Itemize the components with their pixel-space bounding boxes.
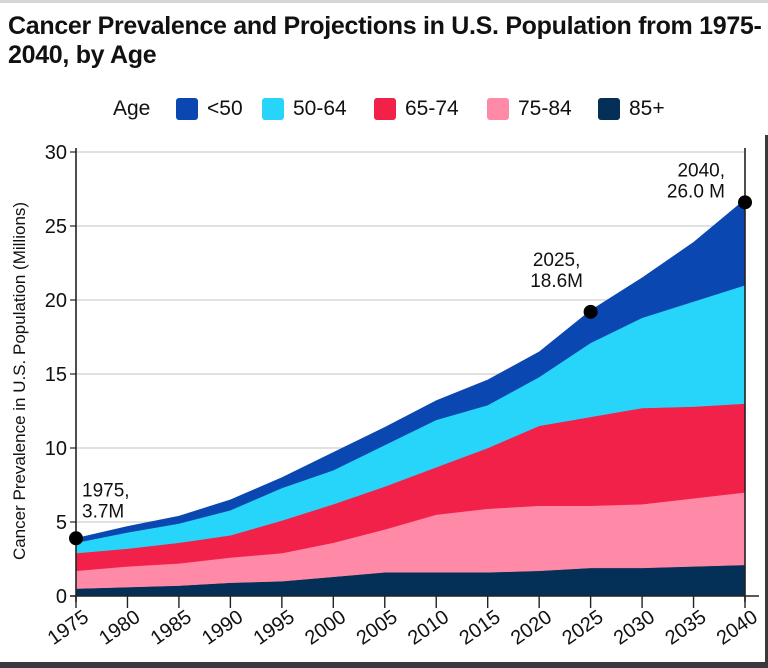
x-tick-label: 2040 bbox=[713, 606, 762, 650]
x-tick-label: 2010 bbox=[404, 606, 453, 650]
legend-swatch bbox=[262, 98, 284, 120]
x-tick-label: 1990 bbox=[198, 606, 247, 650]
x-tick-label: 2025 bbox=[558, 606, 607, 650]
legend-swatch bbox=[374, 98, 396, 120]
axes bbox=[70, 148, 759, 602]
legend-label: 75-84 bbox=[518, 97, 572, 120]
annotation-label: 2040, bbox=[677, 160, 725, 181]
y-tick-label: 10 bbox=[45, 438, 67, 460]
chart-title: Cancer Prevalence and Projections in U.S… bbox=[8, 12, 762, 69]
x-tick-label: 1985 bbox=[147, 606, 196, 650]
x-axis-ticks: 1975 1980 1985 1990 1995 2000 2005 2010 2015 2020… bbox=[44, 596, 762, 650]
y-tick-label: 20 bbox=[45, 290, 67, 312]
y-axis-ticks: 0 5 10 15 20 25 30 bbox=[45, 142, 76, 608]
x-tick-label: 2020 bbox=[507, 606, 556, 650]
annotation-marker bbox=[583, 304, 598, 319]
x-tick-label: 1995 bbox=[250, 606, 299, 650]
bottom-border bbox=[0, 662, 768, 668]
annotation-label: 3.7M bbox=[82, 501, 124, 522]
y-tick-label: 25 bbox=[45, 216, 67, 238]
stacked-areas bbox=[75, 198, 746, 597]
annotation-marker bbox=[738, 195, 752, 210]
legend: Age <50 50-64 65-74 75-84 85+ bbox=[0, 96, 768, 124]
legend-label: 50-64 bbox=[293, 97, 347, 120]
y-tick-label: 0 bbox=[56, 586, 67, 608]
x-tick-label: 1975 bbox=[44, 606, 93, 650]
annotation-label: 2025, bbox=[533, 250, 581, 271]
legend-swatch bbox=[176, 98, 198, 120]
legend-swatch bbox=[598, 98, 620, 120]
y-tick-label: 30 bbox=[45, 142, 67, 164]
y-axis-label: Cancer Prevalence in U.S. Population (Mi… bbox=[10, 202, 29, 560]
annotations: 1975,3.7M 2025,18.6M 2040,26.0 M bbox=[69, 160, 752, 546]
y-tick-label: 5 bbox=[56, 512, 67, 534]
x-tick-label: 2000 bbox=[301, 606, 350, 650]
legend-label: <50 bbox=[207, 97, 243, 120]
legend-title: Age bbox=[113, 97, 151, 120]
x-tick-label: 2015 bbox=[455, 606, 504, 650]
right-border bbox=[765, 135, 768, 665]
annotation-marker bbox=[69, 531, 83, 546]
legend-label: 85+ bbox=[629, 97, 665, 120]
top-border bbox=[0, 0, 768, 3]
legend-swatch bbox=[487, 98, 509, 120]
annotation-label: 1975, bbox=[82, 480, 130, 501]
legend-label: 65-74 bbox=[405, 97, 459, 120]
x-tick-label: 2035 bbox=[661, 606, 710, 650]
x-tick-label: 1980 bbox=[95, 606, 144, 650]
y-tick-label: 15 bbox=[45, 364, 67, 386]
x-tick-label: 2005 bbox=[353, 606, 402, 650]
annotation-label: 26.0 M bbox=[667, 181, 725, 202]
x-tick-label: 2030 bbox=[610, 606, 659, 650]
annotation-label: 18.6M bbox=[530, 271, 583, 292]
